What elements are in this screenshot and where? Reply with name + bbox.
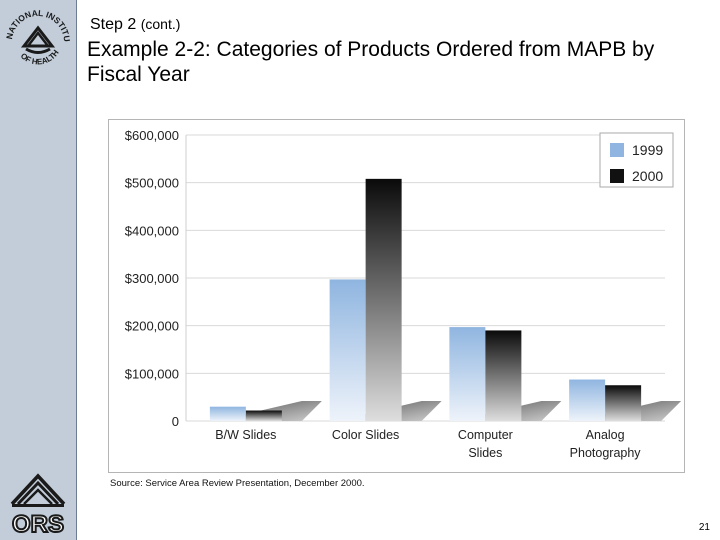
x-tick-label: Computer: [458, 428, 513, 442]
y-tick-label: $100,000: [125, 366, 179, 381]
bar-chart: $600,000 $500,000 $400,000 $300,000 $200,000…: [125, 128, 682, 460]
sidebar: NATIONAL INSTITUTES OF HEALTH ORS: [0, 0, 77, 540]
bar-1999-1: [329, 279, 366, 421]
legend-label-2000: 2000: [632, 168, 663, 184]
x-tick-label: Analog: [586, 428, 625, 442]
legend-swatch-2000: [610, 169, 624, 183]
page-title: Example 2-2: Categories of Products Orde…: [87, 38, 655, 86]
bar-1999-3: [569, 379, 606, 421]
step-label: Step 2 (cont.): [90, 16, 180, 34]
nih-seal-logo: NATIONAL INSTITUTES OF HEALTH: [2, 2, 72, 67]
bar-2000-2: [485, 330, 522, 421]
page-number: 21: [698, 522, 710, 533]
y-tick-label: $500,000: [125, 176, 179, 191]
bar-1999-0: [209, 406, 246, 421]
y-tick-label: $200,000: [125, 319, 179, 334]
bar-2000-3: [605, 385, 642, 421]
legend-box: [599, 132, 674, 188]
bar-2000-0: [245, 410, 282, 421]
x-tick-label: Color Slides: [332, 428, 399, 442]
y-tick-label: $600,000: [125, 128, 179, 143]
y-tick-label: $300,000: [125, 271, 179, 286]
source-note: Source: Service Area Review Presentation…: [110, 478, 365, 489]
bar-2000-1: [365, 178, 402, 421]
step-suffix: (cont.): [140, 16, 181, 32]
chart-frame: $600,000 $500,000 $400,000 $300,000 $200,000…: [108, 119, 685, 473]
svg-text:OF HEALTH: OF HEALTH: [19, 48, 61, 67]
svg-text:ORS: ORS: [12, 511, 64, 536]
bar-1999-2: [449, 327, 486, 421]
step-text: Step 2: [90, 16, 137, 33]
ors-logo: ORS: [10, 473, 66, 536]
x-tick-label: Slides: [468, 446, 502, 460]
x-tick-label: Photography: [570, 446, 642, 460]
y-tick-label: $400,000: [125, 223, 179, 238]
x-tick-label: B/W Slides: [215, 428, 276, 442]
legend-label-1999: 1999: [632, 142, 663, 158]
legend-swatch-1999: [610, 143, 624, 157]
y-tick-label: 0: [172, 414, 179, 429]
